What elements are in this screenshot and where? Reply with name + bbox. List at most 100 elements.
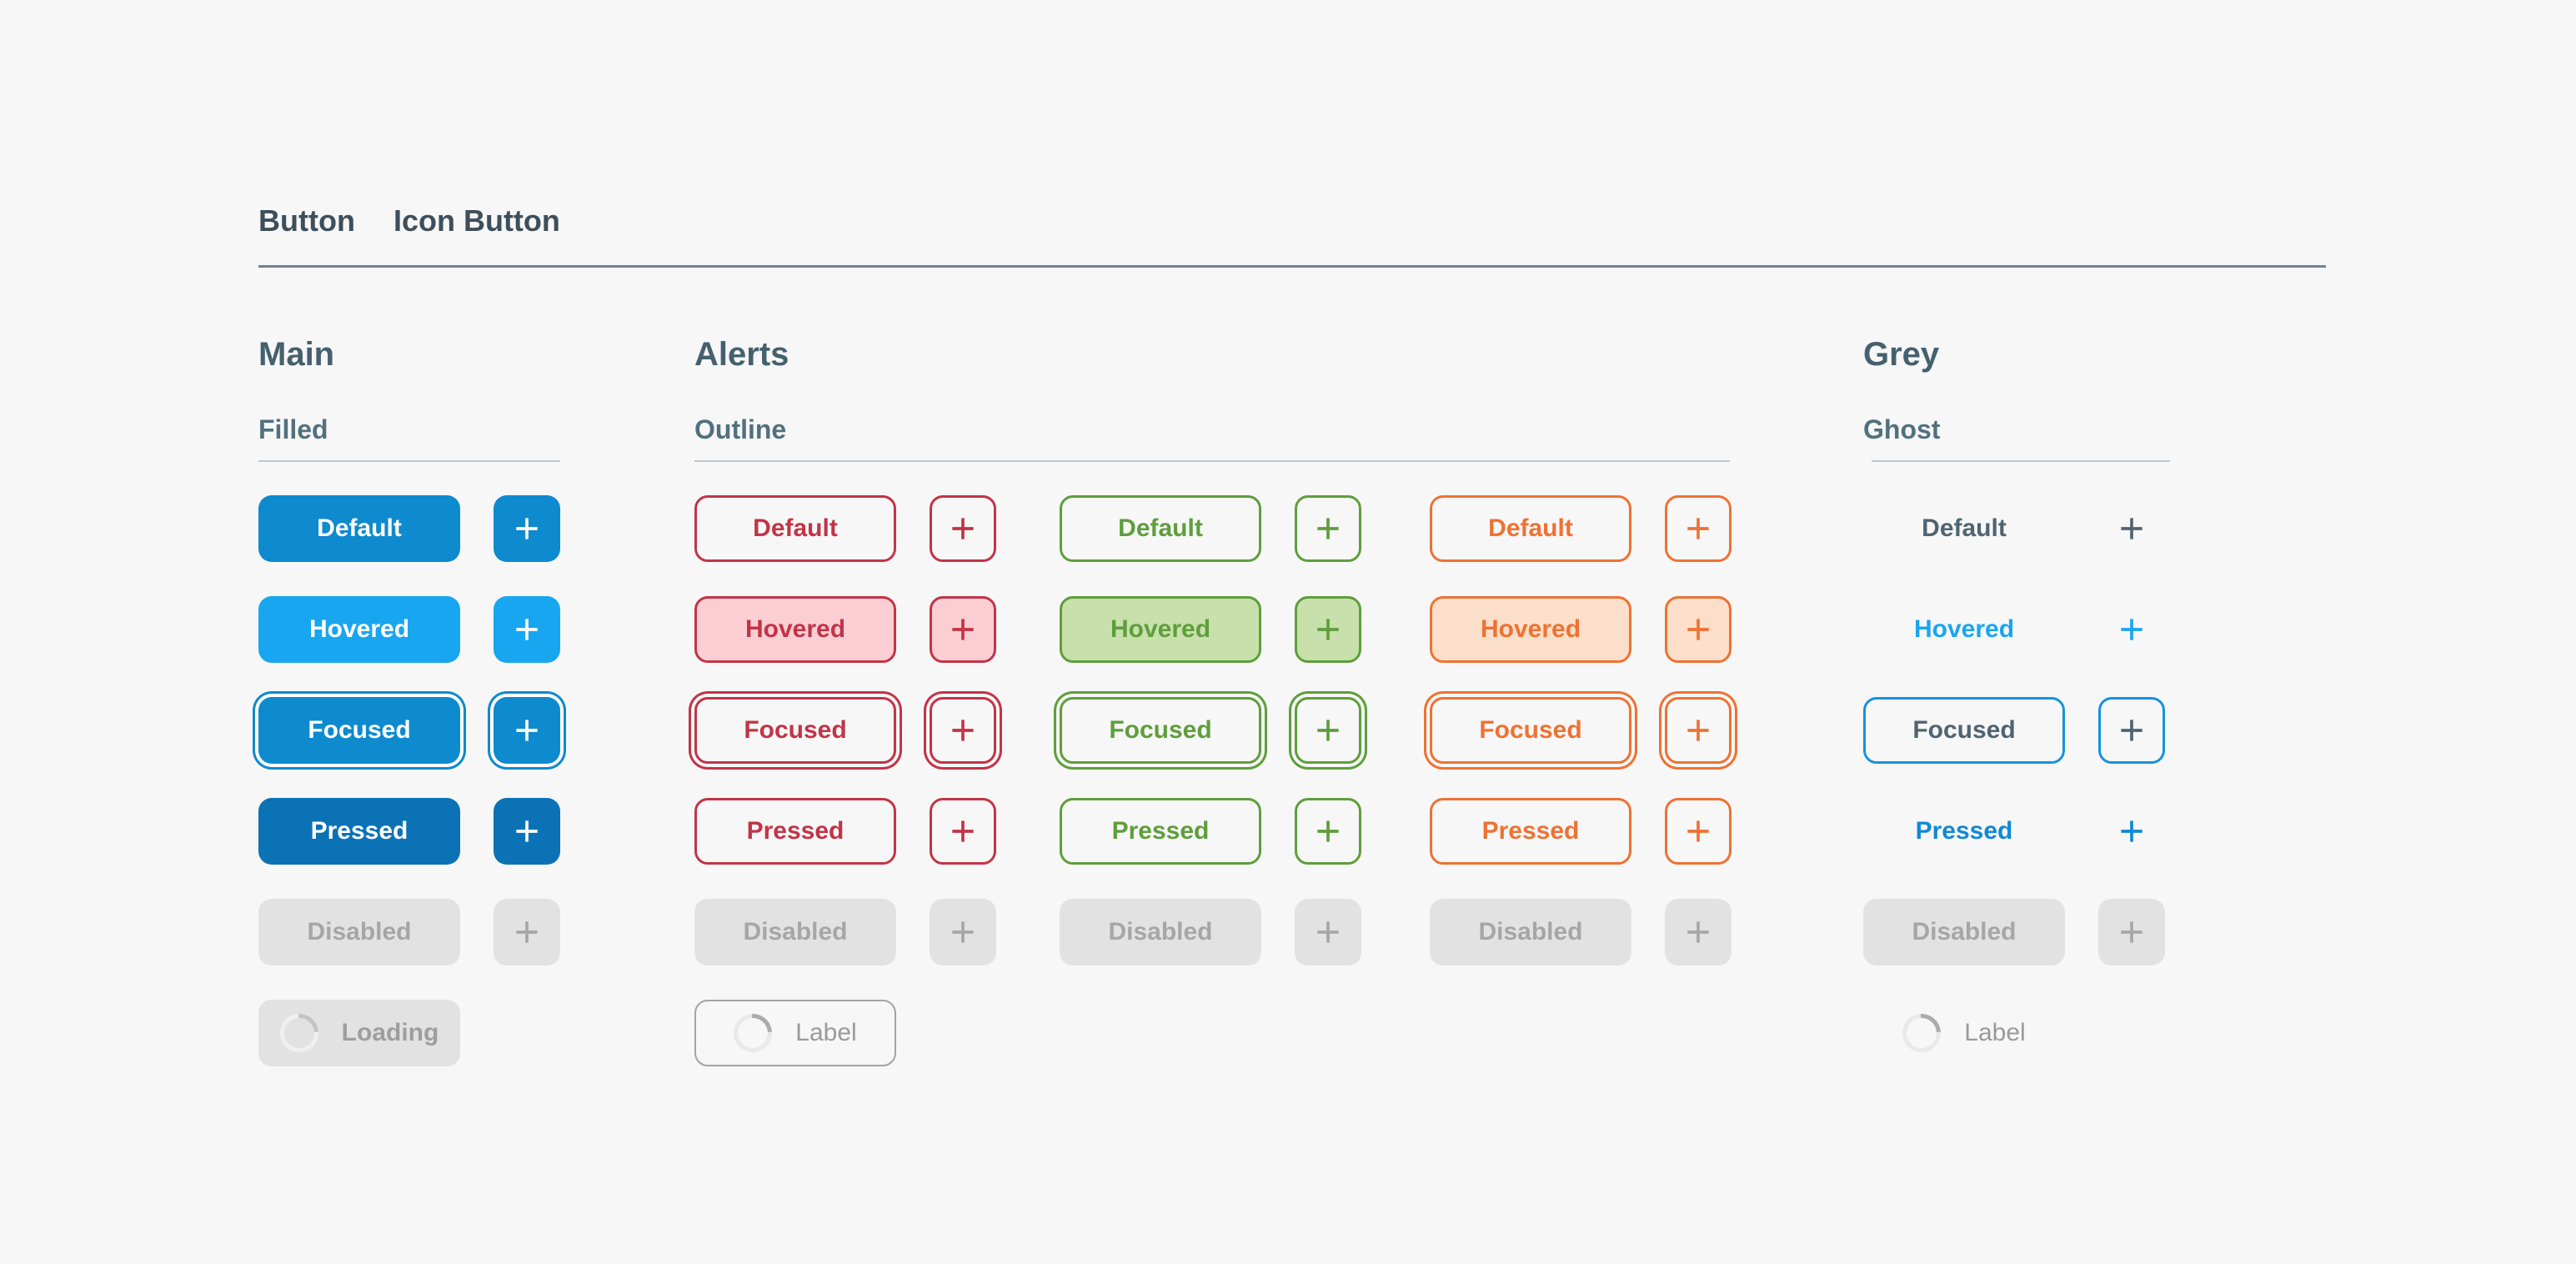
button-label: Default [317,514,402,542]
green-focused-button[interactable]: Focused [1060,697,1261,764]
blue-focused-button[interactable]: Focused [258,697,460,764]
loading-button-label: Label [795,1019,857,1046]
blue-hovered-icon-button[interactable] [494,596,560,663]
blue-disabled-button[interactable]: Disabled [258,899,460,966]
orange-focused-icon-button[interactable] [1665,697,1732,764]
blue-loading-button[interactable]: Loading [258,1000,460,1066]
orange-default-icon-button[interactable] [1665,495,1732,562]
red-focused-icon-button[interactable] [930,697,996,764]
button-label: Disabled [307,918,412,945]
orange-pressed-icon-button[interactable] [1665,798,1732,865]
button-row-focused: Focused [1863,697,2165,764]
ghost-focused-button[interactable]: Focused [1863,697,2065,764]
button-row-pressed: Pressed [694,798,996,865]
blue-pressed-button[interactable]: Pressed [258,798,460,865]
button-row-hovered: Hovered [1060,596,1361,663]
blue-hovered-button[interactable]: Hovered [258,596,460,663]
red-default-button[interactable]: Default [694,495,896,562]
button-label: Hovered [1110,615,1211,643]
green-default-button[interactable]: Default [1060,495,1261,562]
plus-icon [1687,518,1709,539]
orange-pressed-button[interactable]: Pressed [1430,798,1631,865]
plus-icon [952,720,974,741]
green-disabled-button[interactable]: Disabled [1060,899,1261,966]
button-row-pressed: Pressed [258,798,560,865]
red-disabled-icon-button[interactable] [930,899,996,966]
button-label: Hovered [308,615,410,643]
plus-icon [1687,820,1709,842]
orange-disabled-icon-button[interactable] [1665,899,1732,966]
orange-hovered-button[interactable]: Hovered [1430,596,1631,663]
red-hovered-icon-button[interactable] [930,596,996,663]
button-label: Focused [308,716,411,744]
button-column-green: Default Hovered Focused Pressed Disabled [1060,495,1361,966]
ghost-pressed-button[interactable]: Pressed [1863,798,2065,865]
blue-pressed-icon-button[interactable] [494,798,560,865]
loading-button-label: Loading [341,1019,439,1046]
button-column-ghost: Default Hovered Focused Pressed Disabled Labe… [1863,495,2165,1066]
button-label: Focused [1109,716,1212,744]
tab-button[interactable]: Button [258,203,355,238]
green-default-icon-button[interactable] [1295,495,1361,562]
green-disabled-icon-button[interactable] [1295,899,1361,966]
ghost-focused-icon-button[interactable] [2098,697,2165,764]
plus-icon [516,518,538,539]
section-title-alerts: Alerts [694,336,789,373]
loading-spinner-icon [272,1006,327,1061]
orange-hovered-icon-button[interactable] [1665,596,1732,663]
button-column-red: Default Hovered Focused Pressed Disabled Labe… [694,495,996,1066]
button-label: Default [1922,514,2007,542]
red-pressed-icon-button[interactable] [930,798,996,865]
blue-default-icon-button[interactable] [494,495,560,562]
red-loading-button[interactable]: Label [694,1000,896,1066]
plus-icon [1317,820,1339,842]
ghost-disabled-button[interactable]: Disabled [1863,899,2065,966]
red-disabled-button[interactable]: Disabled [694,899,896,966]
blue-disabled-icon-button[interactable] [494,899,560,966]
green-hovered-icon-button[interactable] [1295,596,1361,663]
green-pressed-button[interactable]: Pressed [1060,798,1261,865]
plus-icon [2121,921,2142,943]
ghost-default-button[interactable]: Default [1863,495,2065,562]
button-label: Default [753,514,838,542]
plus-icon [1687,921,1709,943]
button-row-hovered: Hovered [1430,596,1732,663]
orange-default-button[interactable]: Default [1430,495,1631,562]
section-grey: Grey Ghost Default Hovered Focused Pressed Dis… [1863,335,2180,1061]
red-hovered-button[interactable]: Hovered [694,596,896,663]
section-rule [694,460,1730,462]
button-row-pressed: Pressed [1060,798,1361,865]
section-subtitle-alerts: Outline [694,414,787,444]
loading-spinner-icon [725,1006,780,1061]
orange-focused-button[interactable]: Focused [1430,697,1631,764]
section-main: Main Filled Default Hovered Focused Pressed Di… [258,335,575,1066]
button-label: Hovered [1480,615,1581,643]
button-row-hovered: Hovered [694,596,996,663]
green-focused-icon-button[interactable] [1295,697,1361,764]
button-label: Disabled [743,918,848,945]
button-row-loading: Label [694,1000,996,1066]
ghost-default-icon-button[interactable] [2098,495,2165,562]
section-subtitle-main: Filled [258,414,328,444]
red-focused-button[interactable]: Focused [694,697,896,764]
ghost-pressed-icon-button[interactable] [2098,798,2165,865]
green-hovered-button[interactable]: Hovered [1060,596,1261,663]
button-row-disabled: Disabled [1430,899,1732,966]
button-row-hovered: Hovered [258,596,560,663]
section-title-main: Main [258,336,335,373]
ghost-disabled-icon-button[interactable] [2098,899,2165,966]
blue-focused-icon-button[interactable] [494,697,560,764]
orange-disabled-button[interactable]: Disabled [1430,899,1631,966]
button-row-loading: Label [1863,1000,2165,1066]
ghost-loading-button[interactable]: Label [1863,1000,2065,1066]
ghost-hovered-icon-button[interactable] [2098,596,2165,663]
blue-default-button[interactable]: Default [258,495,460,562]
tab-icon-button[interactable]: Icon Button [393,203,560,238]
green-pressed-icon-button[interactable] [1295,798,1361,865]
red-default-icon-button[interactable] [930,495,996,562]
plus-icon [952,518,974,539]
button-label: Pressed [746,817,844,845]
ghost-hovered-button[interactable]: Hovered [1863,596,2065,663]
section-rule [258,460,560,462]
red-pressed-button[interactable]: Pressed [694,798,896,865]
